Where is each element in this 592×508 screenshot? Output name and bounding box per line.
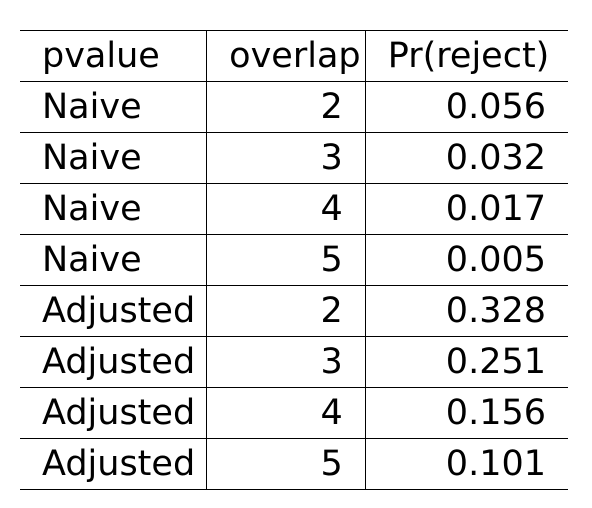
cell-pr-reject: 0.328 [364, 285, 568, 337]
cell-overlap: 3 [206, 336, 366, 388]
cell-overlap: 5 [206, 234, 366, 286]
cell-pvalue: Adjusted [20, 285, 207, 337]
header-row: pvalue overlap Pr(reject) [20, 30, 568, 82]
cell-pr-reject: 0.032 [364, 132, 568, 184]
table-row: Naive 2 0.056 [20, 81, 568, 133]
cell-pvalue: Adjusted [20, 438, 207, 490]
cell-pr-reject: 0.005 [364, 234, 568, 286]
table-row: Naive 5 0.005 [20, 234, 568, 286]
cell-pvalue: Naive [20, 183, 207, 235]
table-row: Naive 4 0.017 [20, 183, 568, 235]
table-row: Adjusted 3 0.251 [20, 336, 568, 388]
header-pr-reject: Pr(reject) [364, 30, 568, 82]
cell-overlap: 5 [206, 438, 366, 490]
table-body: Naive 2 0.056 Naive 3 0.032 Naive 4 0.01… [20, 81, 568, 490]
table-header: pvalue overlap Pr(reject) [20, 30, 568, 82]
header-overlap: overlap [206, 30, 366, 82]
cell-pvalue: Naive [20, 81, 207, 133]
header-pvalue: pvalue [20, 30, 207, 82]
cell-pvalue: Adjusted [20, 336, 207, 388]
cell-pvalue: Naive [20, 234, 207, 286]
table-row: Adjusted 4 0.156 [20, 387, 568, 439]
table-row: Adjusted 5 0.101 [20, 438, 568, 490]
cell-overlap: 2 [206, 285, 366, 337]
cell-overlap: 2 [206, 81, 366, 133]
results-table: pvalue overlap Pr(reject) Naive 2 0.056 … [20, 30, 568, 490]
table-row: Adjusted 2 0.328 [20, 285, 568, 337]
cell-pvalue: Naive [20, 132, 207, 184]
cell-overlap: 4 [206, 183, 366, 235]
cell-pr-reject: 0.156 [364, 387, 568, 439]
cell-pr-reject: 0.017 [364, 183, 568, 235]
cell-pr-reject: 0.251 [364, 336, 568, 388]
table-row: Naive 3 0.032 [20, 132, 568, 184]
cell-pr-reject: 0.101 [364, 438, 568, 490]
cell-overlap: 3 [206, 132, 366, 184]
cell-pr-reject: 0.056 [364, 81, 568, 133]
cell-pvalue: Adjusted [20, 387, 207, 439]
cell-overlap: 4 [206, 387, 366, 439]
